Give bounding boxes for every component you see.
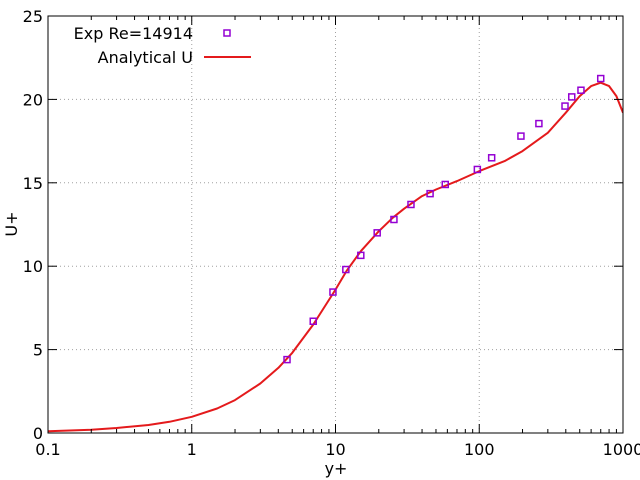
y-axis-label: U+: [2, 211, 21, 236]
y-tick-label: 25: [23, 7, 43, 26]
exp-data-point: [441, 180, 449, 189]
exp-data-point: [357, 251, 365, 260]
exp-data-point: [283, 355, 291, 364]
x-tick-label: 0.1: [35, 440, 60, 459]
exp-data-point: [577, 86, 585, 94]
x-tick-label: 1: [187, 440, 197, 459]
exp-data-point: [342, 265, 350, 274]
grid: [48, 16, 623, 433]
exp-data-point: [596, 74, 605, 83]
exp-data-point: [517, 132, 525, 140]
exp-data-point: [561, 102, 569, 110]
axis-ticks: 0.1 1 10 100 1000 0 5 10 15 20 25: [23, 7, 640, 459]
exp-data-point: [407, 200, 415, 209]
y-tick-label: 0: [33, 424, 43, 443]
exp-data-point: [373, 229, 381, 237]
analytical-line: [48, 81, 623, 433]
exp-data-point: [567, 93, 576, 101]
exp-data-point: [390, 215, 398, 224]
exp-data-point: [426, 189, 434, 198]
legend: Exp Re=14914 Analytical U: [74, 24, 251, 67]
exp-data-point: [309, 317, 317, 325]
y-tick-label: 5: [33, 341, 43, 360]
x-axis-label: y+: [325, 459, 348, 478]
legend-label: Analytical U: [98, 48, 193, 67]
plot-area: [48, 74, 623, 433]
legend-label: Exp Re=14914: [74, 24, 193, 43]
exp-data-point: [535, 119, 543, 128]
x-tick-label: 100: [464, 440, 495, 459]
x-tick-label: 10: [325, 440, 345, 459]
x-tick-label: 1000: [603, 440, 640, 459]
exp-data-point: [487, 154, 496, 162]
y-tick-label: 20: [23, 90, 43, 109]
y-tick-label: 10: [23, 257, 43, 276]
legend-marker: [223, 29, 231, 37]
exp-data-point: [329, 288, 337, 296]
y-tick-label: 15: [23, 174, 43, 193]
exp-data-point: [473, 165, 482, 174]
